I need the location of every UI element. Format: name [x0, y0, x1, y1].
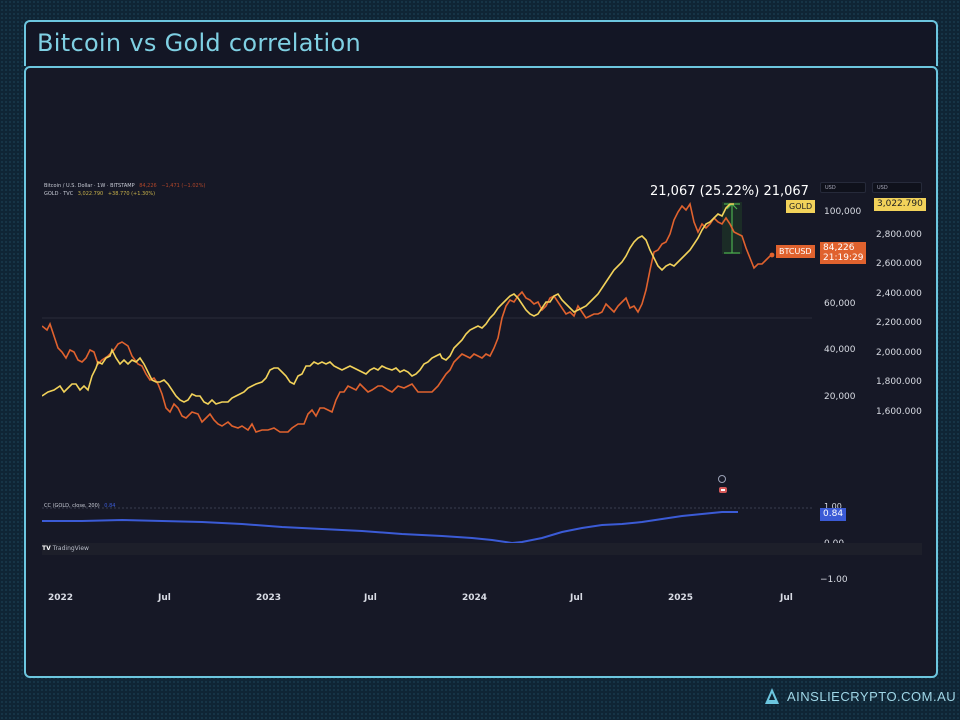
btc-countdown: 21:19:29: [823, 253, 864, 263]
gold-tick: 1,800.000: [876, 377, 922, 387]
btc-price: 84,226: [823, 243, 855, 253]
legend-cc-label: CC (GOLD, close, 200): [44, 503, 100, 509]
gold-price-tag: 3,022.790: [874, 198, 926, 211]
btc-tick: 100,000: [824, 207, 862, 217]
x-tick: 2023: [256, 593, 282, 603]
gold-name-tag: GOLD: [786, 200, 816, 213]
x-tick: 2025: [668, 593, 694, 603]
ainslie-logo-icon: [765, 688, 779, 704]
cc-tick: 1.00: [824, 502, 842, 511]
chart-footer-bar: [42, 543, 922, 555]
x-tick: 2022: [48, 593, 74, 603]
btc-tick: 20,000: [824, 392, 856, 402]
slide-title: Bitcoin vs Gold correlation: [37, 29, 361, 57]
x-tick: Jul: [158, 593, 171, 603]
legend-cc: CC (GOLD, close, 200) 0.84: [44, 503, 115, 509]
legend-gold-change: +38.770 (+1.30%): [107, 191, 156, 197]
chart-panel: Bitcoin / U.S. Dollar · 1W · BITSTAMP 84…: [24, 66, 938, 678]
tradingview-logo-icon: TV: [42, 545, 51, 552]
tradingview-chart[interactable]: Bitcoin / U.S. Dollar · 1W · BITSTAMP 84…: [42, 178, 926, 603]
gold-tick: 2,800.000: [876, 230, 922, 240]
legend-btc-label: Bitcoin / U.S. Dollar · 1W · BITSTAMP: [44, 183, 135, 189]
legend-gold-value: 3,022.790: [77, 191, 104, 197]
gold-tick: 2,200.000: [876, 318, 922, 328]
tradingview-label: TradingView: [52, 545, 89, 552]
brand: AINSLIECRYPTO.COM.AU: [765, 688, 956, 704]
x-tick: Jul: [364, 593, 377, 603]
gold-tick: 1,600.000: [876, 407, 922, 417]
cc-value-tag: 0.84: [820, 508, 847, 521]
legend-btc-value: 84,226: [139, 183, 157, 189]
currency-selector-right[interactable]: USD: [872, 182, 922, 193]
legend-cc-value: 0.84: [104, 503, 116, 509]
cc-tick: −1.00: [820, 575, 848, 585]
gold-tick: 2,000.000: [876, 348, 922, 358]
x-tick: Jul: [570, 593, 583, 603]
legend-gold: GOLD · TVC 3,022.790 +38.770 (+1.30%): [44, 191, 155, 197]
measure-label: 21,067 (25.22%) 21,067: [650, 184, 809, 199]
legend-btc: Bitcoin / U.S. Dollar · 1W · BITSTAMP 84…: [44, 183, 205, 189]
x-tick: 2024: [462, 593, 488, 603]
btc-tick: 60,000: [824, 299, 856, 309]
event-marker-icon[interactable]: [718, 475, 727, 484]
btc-price-tag: 84,226 21:19:29: [820, 242, 867, 264]
chart-plot: [42, 201, 812, 545]
brand-url: AINSLIECRYPTO.COM.AU: [787, 688, 957, 704]
legend-btc-change: −1,471 (−1.02%): [161, 183, 206, 189]
tradingview-watermark: TV TradingView: [42, 545, 89, 552]
legend-gold-label: GOLD · TVC: [44, 191, 74, 197]
title-bar: Bitcoin vs Gold correlation: [24, 20, 938, 66]
earnings-flag-icon[interactable]: [718, 486, 728, 494]
x-tick: Jul: [780, 593, 793, 603]
currency-selector-left[interactable]: USD: [820, 182, 866, 193]
btc-tick: 40,000: [824, 345, 856, 355]
btc-name-tag: BTCUSD: [776, 245, 815, 258]
gold-tick: 2,400.000: [876, 289, 922, 299]
gold-tick: 2,600.000: [876, 259, 922, 269]
